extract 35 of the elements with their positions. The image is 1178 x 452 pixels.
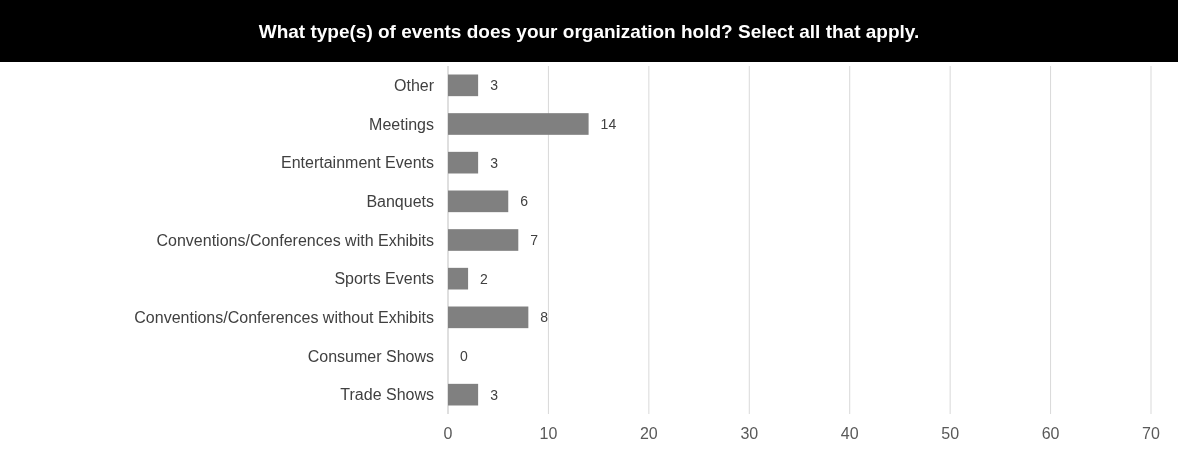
x-tick-label: 50: [941, 425, 960, 442]
x-tick-label: 70: [1142, 425, 1160, 442]
y-tick-label: Conventions/Conferences with Exhibits: [156, 231, 434, 249]
bar: [448, 190, 509, 213]
bar: [448, 267, 469, 290]
y-tick-label: Meetings: [369, 115, 434, 133]
y-tick-label: Consumer Shows: [307, 347, 434, 365]
y-tick-label: Banquets: [366, 192, 434, 210]
x-tick-label: 40: [840, 425, 859, 442]
data-label: 3: [490, 386, 499, 403]
y-tick-label: Sports Events: [334, 270, 434, 288]
chart-title: What type(s) of events does your organization hold? Select all that apply.: [258, 21, 920, 42]
bar: [448, 74, 479, 97]
x-tick-label: 30: [740, 425, 759, 442]
data-label: 3: [490, 154, 499, 171]
bar: [448, 113, 589, 135]
data-label: 7: [530, 231, 539, 248]
data-label: 6: [520, 193, 529, 210]
x-tick-label: 0: [443, 425, 453, 442]
y-tick-label: Entertainment Events: [281, 154, 434, 172]
data-label: 0: [460, 347, 468, 364]
data-label: 3: [490, 77, 499, 94]
bar: [448, 151, 479, 174]
y-tick-label: Conventions/Conferences without Exhibits: [134, 308, 434, 326]
x-tick-label: 60: [1041, 425, 1060, 442]
x-tick-label: 10: [539, 425, 558, 442]
data-label: 2: [480, 270, 489, 287]
y-tick-label: Other: [393, 76, 435, 94]
x-tick-label: 20: [639, 425, 658, 442]
data-label: 14: [600, 115, 617, 132]
bar: [448, 383, 479, 406]
data-label: 8: [540, 309, 549, 326]
bar: [448, 306, 529, 329]
bar: [448, 229, 519, 251]
y-tick-label: Trade Shows: [340, 386, 434, 404]
